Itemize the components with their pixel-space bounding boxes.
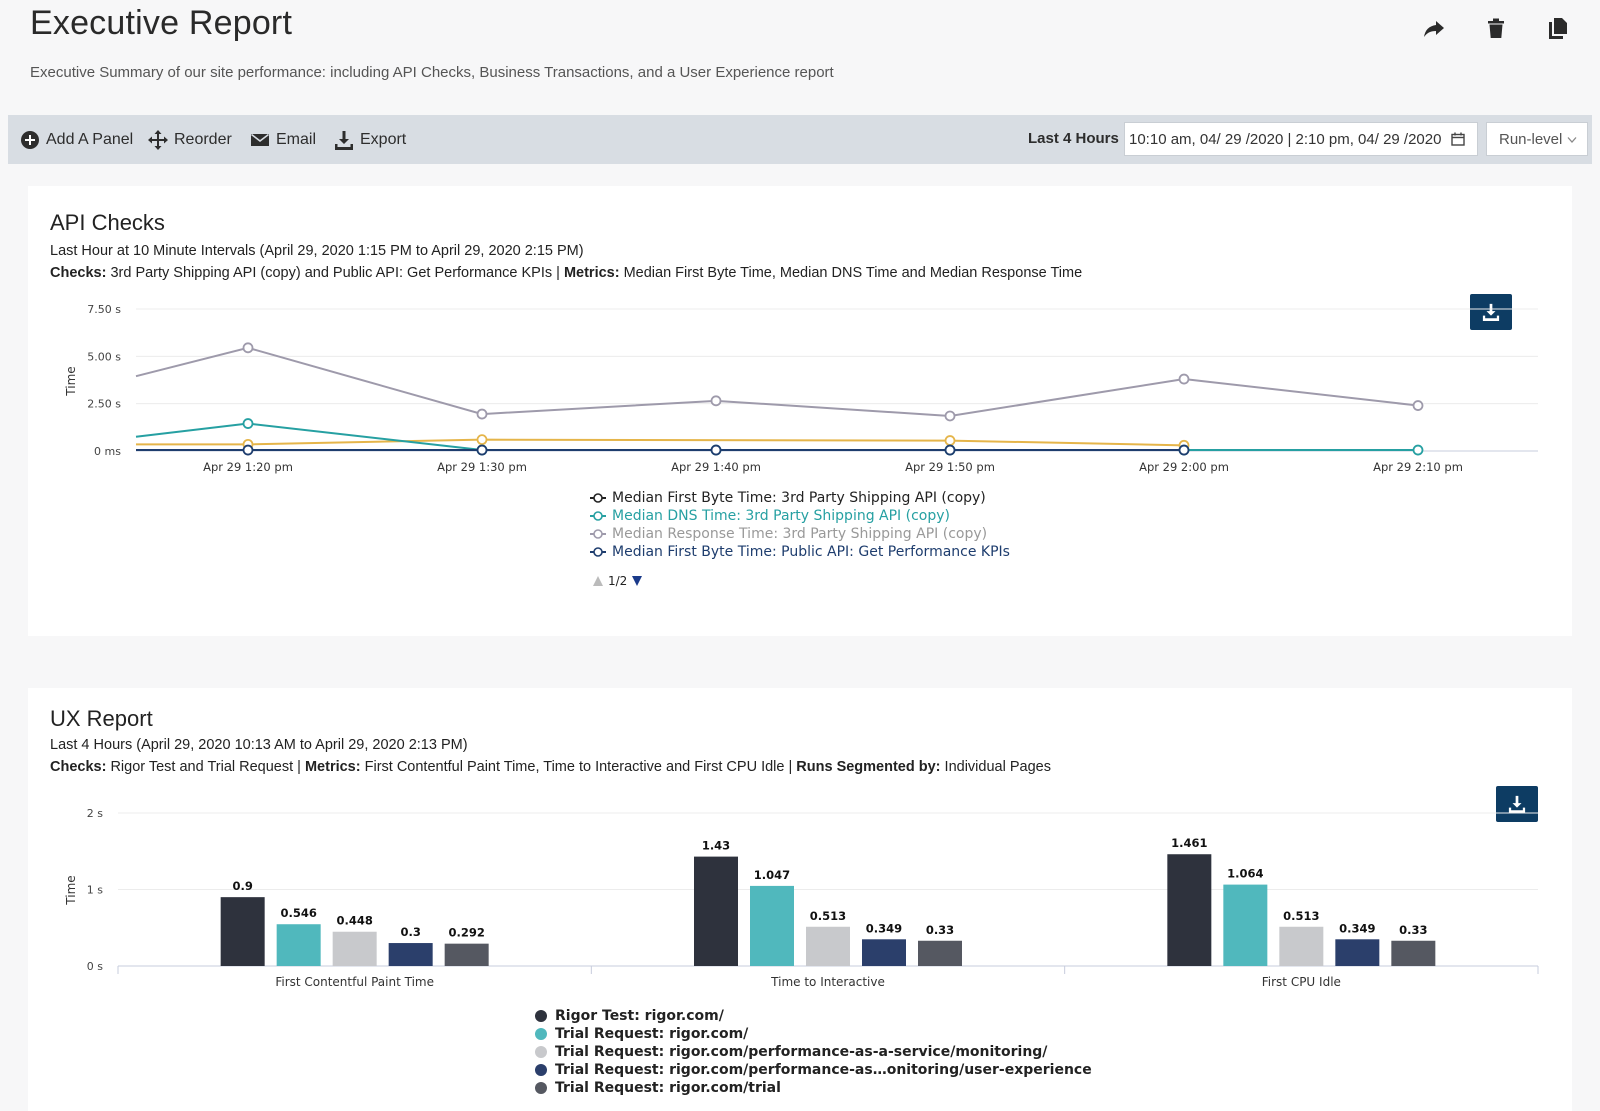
api-chart-legend: Median First Byte Time: 3rd Party Shippi… xyxy=(590,490,1010,560)
legend-item[interactable]: Median First Byte Time: Public API: Get … xyxy=(590,544,1010,560)
ux-panel-interval: Last 4 Hours (April 29, 2020 10:13 AM to… xyxy=(50,737,468,753)
legend-dot-icon xyxy=(535,1028,547,1040)
download-icon xyxy=(335,130,353,150)
add-panel-label: Add A Panel xyxy=(46,130,134,148)
pager-label: 1/2 xyxy=(608,574,628,588)
legend-marker-icon xyxy=(590,547,606,557)
legend-item[interactable]: Rigor Test: rigor.com/ xyxy=(535,1008,724,1024)
legend-dot-icon xyxy=(535,1010,547,1022)
legend-label: Median Response Time: 3rd Party Shipping… xyxy=(612,526,988,542)
api-panel-details: Checks: 3rd Party Shipping API (copy) an… xyxy=(50,265,1082,281)
ux-panel-details: Checks: Rigor Test and Trial Request | M… xyxy=(50,759,1051,775)
legend-item[interactable]: Median Response Time: 3rd Party Shipping… xyxy=(590,526,987,542)
envelope-icon xyxy=(251,133,269,146)
ux-checks-value: Rigor Test and Trial Request | xyxy=(110,759,301,775)
page-subtitle: Executive Summary of our site performanc… xyxy=(30,64,834,81)
legend-item[interactable]: Median First Byte Time: 3rd Party Shippi… xyxy=(590,490,986,506)
report-header: Executive Report Executive Summary of ou… xyxy=(0,0,1600,115)
reorder-button[interactable]: Reorder xyxy=(148,115,232,164)
pager-down-icon[interactable] xyxy=(631,575,643,587)
legend-item[interactable]: Median DNS Time: 3rd Party Shipping API … xyxy=(590,508,950,524)
add-panel-button[interactable]: Add A Panel xyxy=(20,115,133,164)
legend-marker-icon xyxy=(590,529,606,539)
email-label: Email xyxy=(276,130,317,148)
legend-label: Median DNS Time: 3rd Party Shipping API … xyxy=(612,508,950,524)
pager-up-icon[interactable] xyxy=(592,575,604,587)
legend-label: Median First Byte Time: Public API: Get … xyxy=(612,544,1010,560)
ux-report-panel: UX Report Last 4 Hours (April 29, 2020 1… xyxy=(28,688,1572,1111)
export-label: Export xyxy=(360,130,407,148)
api-checks-panel: API Checks Last Hour at 10 Minute Interv… xyxy=(28,186,1572,636)
legend-item[interactable]: Trial Request: rigor.com/trial xyxy=(535,1080,781,1096)
reorder-label: Reorder xyxy=(174,130,232,148)
legend-label: Trial Request: rigor.com/ xyxy=(555,1026,749,1042)
api-metrics-value: Median First Byte Time, Median DNS Time … xyxy=(623,265,1083,281)
chevron-down-icon xyxy=(1567,137,1577,143)
legend-label: Median First Byte Time: 3rd Party Shippi… xyxy=(612,490,986,506)
legend-item[interactable]: Trial Request: rigor.com/performance-as-… xyxy=(535,1044,1047,1060)
legend-label: Trial Request: rigor.com/performance-as-… xyxy=(555,1044,1048,1060)
copy-icon[interactable] xyxy=(1544,14,1572,42)
ux-metrics-value: First Contentful Paint Time, Time to Int… xyxy=(364,759,793,775)
ux-segment-label: Runs Segmented by: xyxy=(796,759,941,775)
api-panel-interval: Last Hour at 10 Minute Intervals (April … xyxy=(50,243,584,259)
legend-marker-icon xyxy=(590,493,606,503)
date-range-value: 10:10 am, 04/ 29 /2020 | 2:10 pm, 04/ 29… xyxy=(1129,130,1442,148)
legend-marker-icon xyxy=(590,511,606,521)
ux-panel-title: UX Report xyxy=(50,706,153,731)
download-icon xyxy=(1508,795,1526,813)
ux-metrics-label: Metrics: xyxy=(304,759,361,775)
run-level-select[interactable]: Run-level xyxy=(1486,122,1588,156)
api-checks-value: 3rd Party Shipping API (copy) and Public… xyxy=(110,265,560,281)
api-checks-label: Checks: xyxy=(50,265,107,281)
legend-item[interactable]: Trial Request: rigor.com/ xyxy=(535,1026,748,1042)
legend-dot-icon xyxy=(535,1082,547,1094)
page-title: Executive Report xyxy=(30,4,293,42)
legend-pager: 1/2 xyxy=(592,574,643,588)
ux-checks-label: Checks: xyxy=(50,759,107,775)
range-label: Last 4 Hours xyxy=(1028,130,1119,147)
ux-download-button[interactable] xyxy=(1496,786,1538,822)
download-icon xyxy=(1482,303,1500,321)
trash-icon[interactable] xyxy=(1482,14,1510,42)
export-button[interactable]: Export xyxy=(334,115,406,164)
legend-label: Trial Request: rigor.com/trial xyxy=(555,1080,781,1096)
share-icon[interactable] xyxy=(1420,14,1448,42)
date-range-input[interactable]: 10:10 am, 04/ 29 /2020 | 2:10 pm, 04/ 29… xyxy=(1124,122,1478,156)
email-button[interactable]: Email xyxy=(250,115,316,164)
api-metrics-label: Metrics: xyxy=(563,265,620,281)
plus-circle-icon xyxy=(21,130,39,149)
legend-dot-icon xyxy=(535,1064,547,1076)
legend-label: Trial Request: rigor.com/performance-as…… xyxy=(555,1062,1092,1078)
ux-segment-value: Individual Pages xyxy=(944,759,1051,775)
legend-item[interactable]: Trial Request: rigor.com/performance-as…… xyxy=(535,1062,1092,1078)
calendar-icon xyxy=(1451,132,1465,146)
api-panel-title: API Checks xyxy=(50,210,165,235)
header-actions xyxy=(1420,14,1572,42)
legend-dot-icon xyxy=(535,1046,547,1058)
run-level-value: Run-level xyxy=(1499,130,1563,148)
api-download-button[interactable] xyxy=(1470,294,1512,330)
report-toolbar: Add A Panel Reorder Email Export Last 4 … xyxy=(8,115,1592,164)
legend-label: Rigor Test: rigor.com/ xyxy=(555,1008,724,1024)
move-arrows-icon xyxy=(148,129,168,150)
